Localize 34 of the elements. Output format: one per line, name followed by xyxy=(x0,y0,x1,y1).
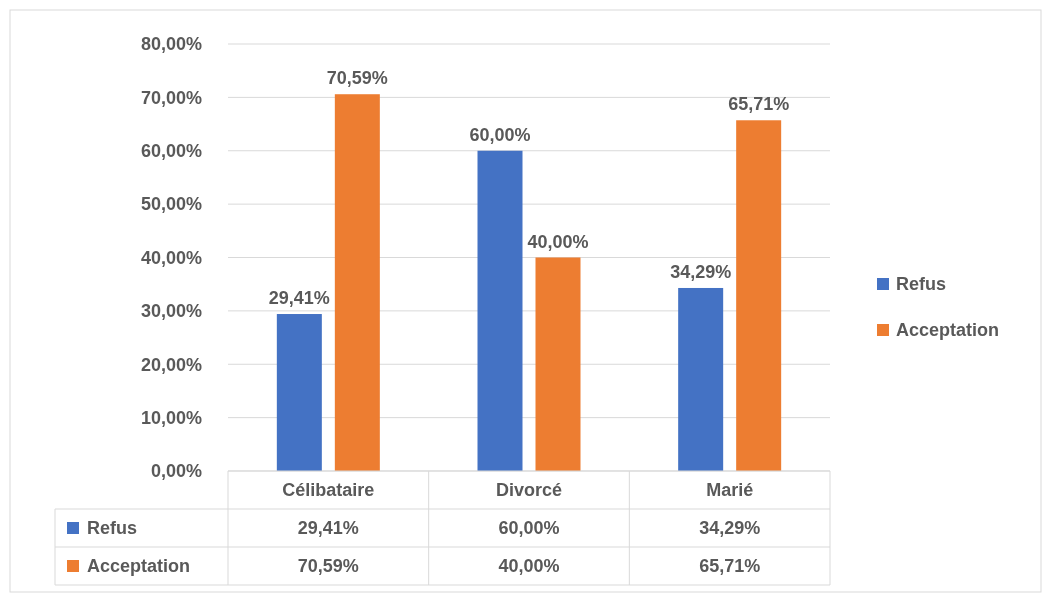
data-label: 70,59% xyxy=(297,556,359,577)
data-label: 34,29% xyxy=(699,518,761,539)
text: 34,29% xyxy=(670,261,732,282)
bar xyxy=(736,120,782,471)
data-label: 40,00% xyxy=(498,556,560,577)
data-label: 29,41% xyxy=(297,518,359,539)
y-tick-label: 50,00% xyxy=(140,194,202,215)
text: Refus xyxy=(896,274,947,295)
bar xyxy=(276,314,322,471)
y-tick-label: 20,00% xyxy=(140,354,202,375)
legend-label: Refus xyxy=(87,518,138,539)
y-tick-label: 70,00% xyxy=(140,87,202,108)
bar xyxy=(334,94,380,471)
y-tick-label: 30,00% xyxy=(140,301,202,322)
data-label: 60,00% xyxy=(498,518,560,539)
x-tick-label: Célibataire xyxy=(282,480,375,501)
text: 40,00% xyxy=(527,231,589,252)
y-tick-label: 10,00% xyxy=(140,407,202,428)
bar xyxy=(535,257,581,471)
bar xyxy=(477,150,523,471)
text: 70,59% xyxy=(326,68,388,89)
legend-label: Acceptation xyxy=(896,320,1000,341)
data-label: 65,71% xyxy=(699,556,761,577)
x-tick-label: Divorcé xyxy=(495,480,563,501)
text: 60,00% xyxy=(469,124,531,145)
x-tick-label: Marié xyxy=(706,480,754,501)
y-tick-label: 60,00% xyxy=(140,141,202,162)
text: Acceptation xyxy=(87,556,191,577)
y-tick-label: 40,00% xyxy=(140,247,202,268)
y-tick-label: 80,00% xyxy=(140,34,202,55)
y-tick-label: 0,00% xyxy=(150,461,202,482)
text: 29,41% xyxy=(268,288,330,309)
bar xyxy=(678,287,724,471)
text: 65,71% xyxy=(728,94,790,115)
